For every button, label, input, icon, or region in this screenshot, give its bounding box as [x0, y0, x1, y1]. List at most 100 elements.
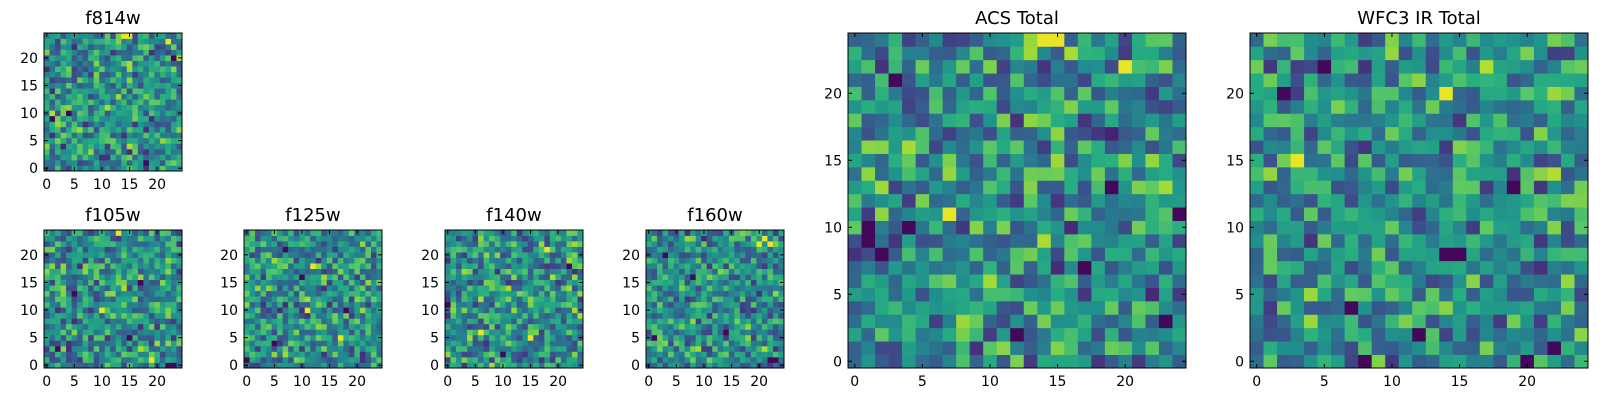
heatmap-cell [115, 104, 122, 111]
heatmap-cell [137, 110, 144, 117]
heatmap-cell [55, 312, 61, 319]
heatmap-cell [1263, 354, 1278, 369]
heatmap-cell [332, 285, 339, 292]
heatmap-cell [571, 301, 578, 308]
heatmap-cell [288, 307, 295, 314]
heatmap-cell [271, 268, 278, 275]
heatmap-cell [154, 115, 161, 122]
heatmap-cell [679, 296, 685, 303]
heatmap-cell [148, 285, 155, 292]
heatmap-cell [571, 257, 578, 264]
heatmap-cell [82, 318, 89, 325]
heatmap-cell [326, 274, 333, 281]
heatmap-cell [332, 279, 339, 286]
heatmap-cell [1358, 287, 1373, 302]
heatmap-cell [82, 66, 89, 72]
heatmap-cell [1385, 100, 1400, 114]
heatmap-cell [82, 307, 89, 314]
heatmap-cell [304, 279, 311, 286]
heatmap-cell [260, 334, 267, 341]
heatmap-cell [77, 55, 83, 61]
heatmap-cell [1493, 193, 1508, 208]
heatmap-cell [260, 241, 267, 247]
heatmap-cell [706, 246, 713, 253]
heatmap-cell [370, 290, 377, 297]
heatmap-cell [560, 268, 567, 275]
heatmap-cell [44, 246, 50, 253]
heatmap-cell [143, 104, 150, 111]
heatmap-cell [915, 301, 930, 315]
heatmap-cells [244, 230, 383, 369]
heatmap-cell [143, 66, 150, 72]
heatmap-cell [888, 140, 903, 154]
x-tick-label: 10 [293, 374, 311, 390]
heatmap-cell [1560, 100, 1575, 114]
heatmap-cell [266, 290, 272, 297]
heatmap-cell [104, 241, 111, 247]
heatmap-cell [170, 252, 177, 258]
heatmap-cell [49, 121, 56, 128]
heatmap-cell [1425, 126, 1440, 141]
heatmap-cell [44, 88, 50, 95]
heatmap-cell [717, 351, 724, 358]
heatmap-cell [44, 356, 50, 363]
heatmap-cell [348, 241, 355, 247]
heatmap-cell [745, 235, 752, 242]
heatmap-cell [761, 252, 768, 258]
heatmap-cell [137, 257, 144, 264]
heatmap-cell [646, 340, 652, 347]
heatmap-cell [1560, 274, 1575, 288]
heatmap-cell [255, 279, 261, 286]
heatmap-cell [767, 334, 774, 341]
heatmap-cell [942, 247, 957, 262]
heatmap-cell [137, 88, 144, 95]
heatmap-cell [249, 257, 256, 264]
heatmap-cell [861, 33, 876, 47]
heatmap-cell [376, 290, 383, 297]
heatmap-cell [271, 279, 278, 286]
heatmap-cell [1077, 126, 1092, 141]
heatmap-cell [66, 110, 72, 117]
heatmap-cell [560, 235, 567, 242]
heatmap-cell [288, 323, 295, 330]
heatmap-cell [690, 362, 697, 369]
heatmap-cell [461, 268, 468, 275]
heatmap-cell [566, 241, 573, 247]
heatmap-cell [271, 235, 278, 242]
heatmap-cell [71, 159, 78, 166]
heatmap-cell [104, 301, 111, 308]
heatmap-cell [657, 312, 663, 319]
heatmap-cell [679, 252, 685, 258]
heatmap-cell [49, 230, 56, 236]
heatmap-cell [848, 153, 862, 168]
heatmap-cell [712, 318, 719, 325]
heatmap-cell [66, 154, 72, 161]
heatmap-cell [560, 246, 567, 253]
heatmap-cell [566, 230, 573, 236]
heatmap-cell [701, 334, 708, 341]
heatmap-cell [1050, 220, 1065, 235]
heatmap-cell [271, 241, 278, 247]
heatmap-cell [1466, 220, 1481, 235]
heatmap-cell [88, 230, 95, 236]
heatmap-cell [544, 263, 551, 269]
heatmap-cell [1010, 287, 1025, 302]
heatmap-cell [71, 115, 78, 122]
heatmap-cell [1412, 86, 1427, 101]
heatmap-cell [756, 290, 763, 297]
heatmap-cell [1091, 140, 1106, 154]
heatmap-cell [49, 345, 56, 352]
heatmap-cell [337, 318, 344, 325]
heatmap-cell [159, 159, 166, 166]
heatmap-cell [1304, 234, 1318, 248]
heatmap-cell [99, 82, 106, 89]
heatmap-cell [690, 290, 697, 297]
heatmap-cell [132, 110, 139, 117]
heatmap-cell [489, 307, 496, 314]
heatmap-cell [249, 318, 256, 325]
heatmap-cell [77, 252, 83, 258]
heatmap-cell [82, 351, 89, 358]
heatmap-cell [326, 334, 333, 341]
heatmap-cell [500, 356, 507, 363]
